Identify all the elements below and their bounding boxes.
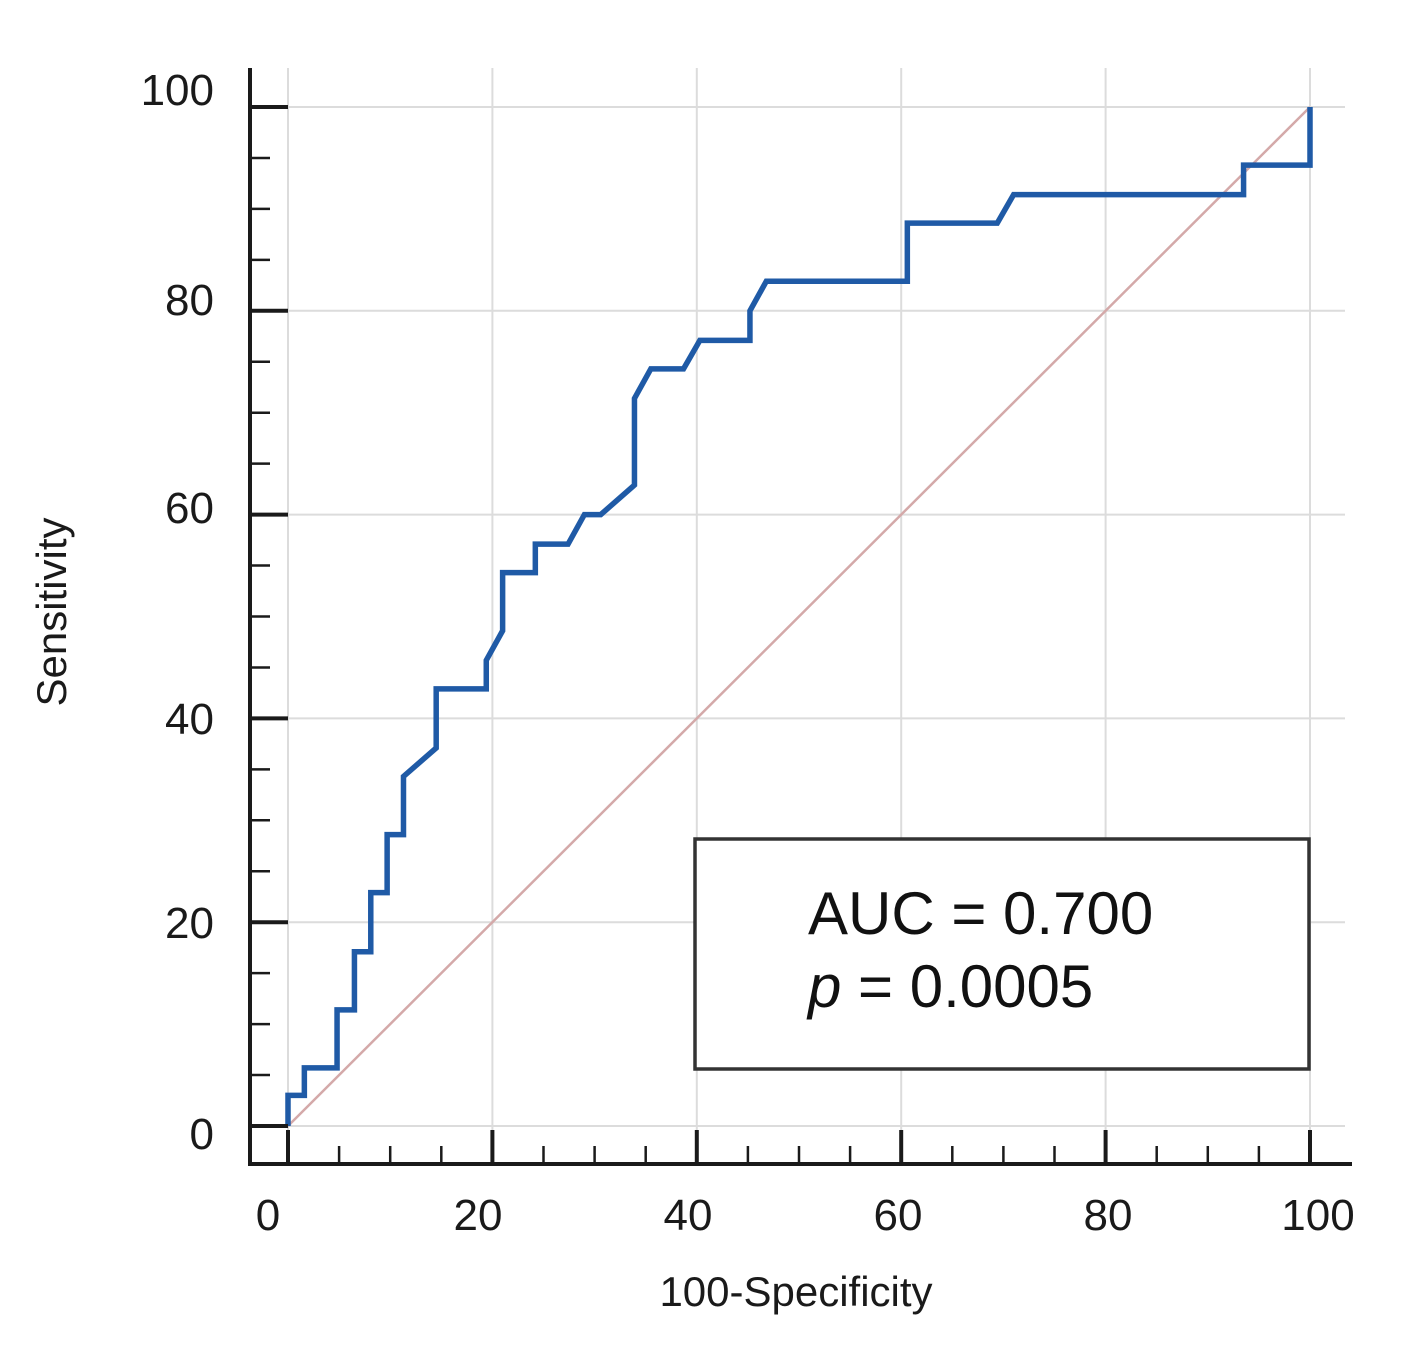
x-tick-label-60: 60 <box>874 1191 923 1240</box>
y-tick-label-100: 100 <box>141 66 214 115</box>
roc-curve-line <box>285 107 1313 1126</box>
p-symbol: p <box>806 953 841 1020</box>
auc-text: AUC = 0.700 <box>808 880 1153 947</box>
x-tick-label-80: 80 <box>1084 1191 1133 1240</box>
p-value: = 0.0005 <box>841 953 1093 1020</box>
x-tick-label-20: 20 <box>454 1191 503 1240</box>
p-value-text: p = 0.0005 <box>806 953 1093 1020</box>
x-tick-label-100: 100 <box>1281 1191 1354 1240</box>
axis-ticks <box>250 105 1312 1164</box>
y-tick-labels: 0 20 40 60 80 100 <box>141 66 214 1159</box>
x-tick-label-40: 40 <box>664 1191 713 1240</box>
gridlines <box>250 68 1345 1164</box>
y-tick-label-20: 20 <box>165 899 214 948</box>
annotation-box <box>693 837 1311 1071</box>
y-tick-label-40: 40 <box>165 695 214 744</box>
y-axis-title: Sensitivity <box>28 517 75 706</box>
y-tick-label-60: 60 <box>165 484 214 533</box>
y-tick-label-0: 0 <box>190 1110 214 1159</box>
x-axis-title: 100-Specificity <box>659 1268 932 1315</box>
x-tick-label-0: 0 <box>256 1191 280 1240</box>
reference-line <box>287 106 1311 1127</box>
x-tick-labels: 0 20 40 60 80 100 <box>256 1191 1355 1240</box>
y-tick-label-80: 80 <box>165 276 214 325</box>
